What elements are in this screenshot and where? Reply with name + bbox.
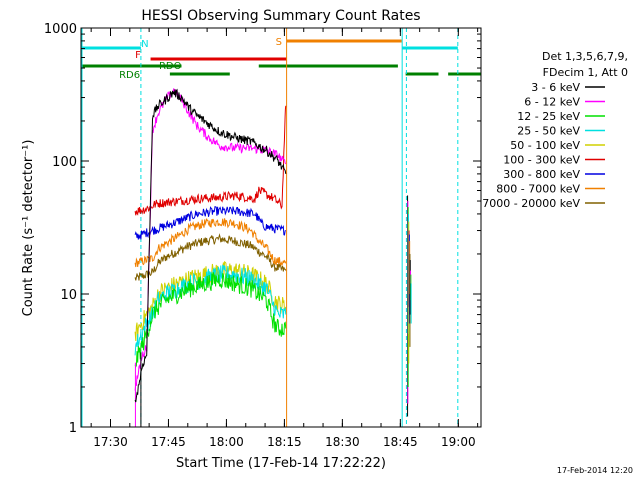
- y-axis-label: Count Rate (s⁻¹ detector⁻¹): [21, 140, 36, 317]
- series-line: [134, 260, 287, 342]
- series-line: [134, 218, 287, 268]
- legend-entry-label: 6 - 12 keV: [524, 96, 580, 109]
- legend-header-detectors: Det 1,3,5,6,7,9,: [542, 50, 628, 63]
- x-axis: 17:30 17:45 18:00 18:15 18:30 18:45 19:00: [90, 28, 479, 449]
- legend-entry-label: 50 - 100 keV: [510, 139, 580, 152]
- flag-bar-label: S: [276, 37, 282, 48]
- flag-bar-label: F: [135, 50, 141, 61]
- y-tick-label: 100: [52, 155, 77, 170]
- flag-bars: NF S RDO RD6: [81, 37, 481, 81]
- x-axis-label: Start Time (17-Feb-14 17:22:22): [176, 456, 386, 471]
- plot-frame: [80, 27, 482, 428]
- legend-entry-label: 7000 - 20000 keV: [482, 197, 580, 210]
- series-line: [134, 88, 287, 391]
- x-tick-label: 19:00: [441, 435, 476, 449]
- legend-entry-label: 12 - 25 keV: [517, 110, 580, 123]
- legend: Det 1,3,5,6,7,9, FDecim 1, Att 0 3 - 6 k…: [482, 50, 628, 210]
- series-line: [134, 206, 286, 240]
- y-tick-label: 1000: [44, 22, 77, 37]
- flag-bar-label: RD6: [119, 70, 140, 81]
- legend-entry-label: 300 - 800 keV: [503, 168, 580, 181]
- series-line: [134, 88, 287, 403]
- legend-entry-label: 100 - 300 keV: [503, 154, 580, 167]
- legend-entry-label: 800 - 7000 keV: [496, 183, 580, 196]
- legend-entry-label: 25 - 50 keV: [517, 125, 580, 138]
- series-line: [134, 105, 287, 216]
- x-tick-label: 17:30: [93, 435, 128, 449]
- plot-timestamp: 17-Feb-2014 12:20: [557, 466, 633, 475]
- y-tick-label: 1: [69, 421, 77, 436]
- series-line: [134, 271, 287, 368]
- legend-entry-label: 3 - 6 keV: [531, 81, 580, 94]
- series-layer: [134, 88, 412, 427]
- x-tick-label: 18:15: [267, 435, 302, 449]
- x-tick-label: 18:00: [209, 435, 244, 449]
- y-tick-label: 10: [60, 288, 77, 303]
- series-line: [134, 233, 287, 281]
- chart-title: HESSI Observing Summary Count Rates: [141, 8, 420, 24]
- legend-header-decimation: FDecim 1, Att 0: [543, 66, 628, 79]
- y-axis: 1 10 100 1000: [44, 22, 481, 436]
- x-tick-label: 18:30: [325, 435, 360, 449]
- flag-bar-label: N: [141, 39, 148, 50]
- x-tick-label: 18:45: [383, 435, 418, 449]
- x-tick-label: 17:45: [151, 435, 186, 449]
- series-line: [134, 264, 287, 356]
- flag-bar-label: RDO: [159, 61, 182, 72]
